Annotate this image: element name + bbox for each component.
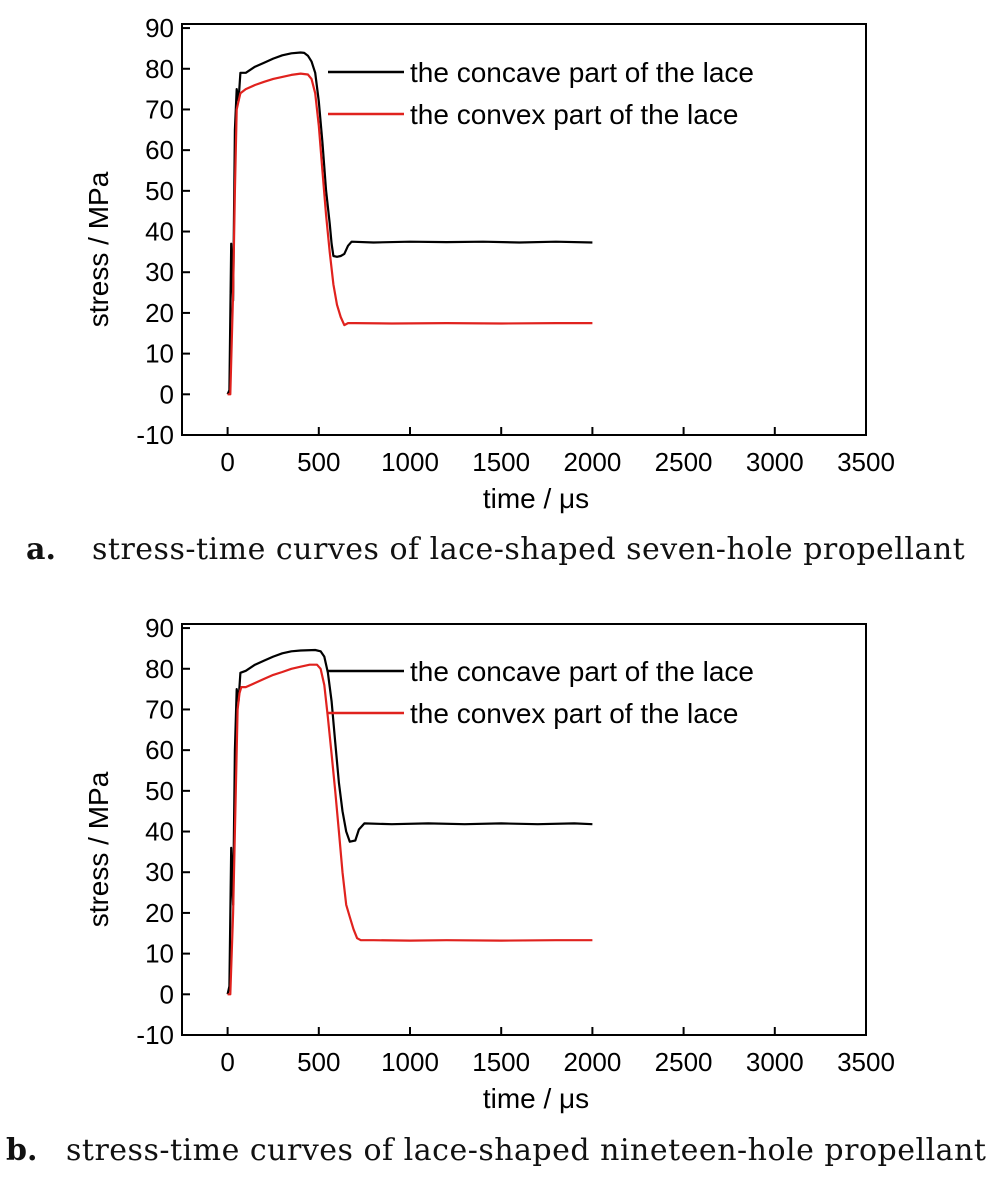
caption-letter-a: a. [26, 532, 56, 567]
y-axis-label: stress / MPa [83, 171, 114, 327]
y-tick-label: 70 [145, 694, 174, 724]
y-tick-label: 40 [145, 817, 174, 847]
series-line-convex [227, 663, 593, 996]
y-tick-label: 20 [145, 298, 174, 328]
y-axis-label: stress / MPa [83, 771, 114, 927]
y-tick-label: 70 [145, 94, 174, 124]
y-tick-label: 40 [145, 217, 174, 247]
caption-text-a: stress-time curves of lace-shaped seven-… [92, 532, 966, 567]
caption-a: a. stress-time curves of lace-shaped seve… [26, 532, 965, 567]
x-tick-label: 2500 [655, 447, 713, 477]
y-tick-label: 0 [160, 979, 174, 1009]
x-tick-label: 3000 [746, 1047, 804, 1077]
legend-label-convex: the convex part of the lace [410, 698, 738, 729]
legend-label-convex: the convex part of the lace [410, 99, 738, 130]
x-tick-label: 1000 [381, 1047, 439, 1077]
x-tick-label: 500 [297, 1047, 340, 1077]
chart-panel-b: 0 500 1000 1500 2000 2500 3000 3500 -10 0 10 20 30 40… [0, 600, 1006, 1199]
x-tick-label: 2500 [655, 1047, 713, 1077]
plot-frame [181, 23, 867, 436]
y-tick-label: 50 [145, 176, 174, 206]
x-tick-label: 3500 [837, 1047, 895, 1077]
series-line-convex [227, 72, 593, 396]
x-tick-label: 3000 [746, 447, 804, 477]
x-tick-label: 2000 [563, 447, 621, 477]
y-tick-label: 0 [160, 379, 174, 409]
y-tick-label: 80 [145, 54, 174, 84]
legend-label-concave: the concave part of the lace [410, 656, 754, 687]
y-tick-label: 10 [145, 339, 174, 369]
y-tick-label: -10 [136, 1020, 174, 1050]
y-tick-label: 80 [145, 654, 174, 684]
stress-time-chart-b: 0 500 1000 1500 2000 2500 3000 3500 -10 0 10 20 30 40… [83, 613, 895, 1114]
y-tick-label: 30 [145, 257, 174, 287]
caption-text-b: stress-time curves of lace-shaped ninete… [66, 1133, 987, 1168]
y-tick-label: 50 [145, 776, 174, 806]
y-tick-label: -10 [136, 420, 174, 450]
x-tick-label: 1500 [472, 1047, 530, 1077]
caption-letter-b: b. [6, 1133, 38, 1168]
y-tick-label: 10 [145, 939, 174, 969]
y-tick-label: 30 [145, 857, 174, 887]
chart-panel-a: 0 500 1000 1500 2000 2500 3000 3500 -10 0 10 20 30 40… [26, 13, 965, 567]
legend-label-concave: the concave part of the lace [410, 57, 754, 88]
x-tick-label: 0 [220, 1047, 234, 1077]
x-tick-label: 3500 [837, 447, 895, 477]
x-axis-label: time / μs [483, 1083, 589, 1114]
x-tick-label: 500 [297, 447, 340, 477]
x-tick-label: 1000 [381, 447, 439, 477]
x-axis-label: time / μs [483, 483, 589, 514]
y-tick-label: 60 [145, 735, 174, 765]
x-tick-label: 1500 [472, 447, 530, 477]
y-tick-label: 60 [145, 135, 174, 165]
x-tick-label: 0 [220, 447, 234, 477]
x-tick-label: 2000 [563, 1047, 621, 1077]
y-tick-label: 90 [145, 13, 174, 43]
series-line-concave [226, 648, 593, 995]
y-tick-label: 90 [145, 613, 174, 643]
caption-b: b. stress-time curves of lace-shaped nine… [6, 1133, 986, 1168]
stress-time-chart-a: 0 500 1000 1500 2000 2500 3000 3500 -10 0 10 20 30 40… [83, 13, 895, 514]
y-tick-label: 20 [145, 898, 174, 928]
plot-frame [181, 623, 867, 1036]
